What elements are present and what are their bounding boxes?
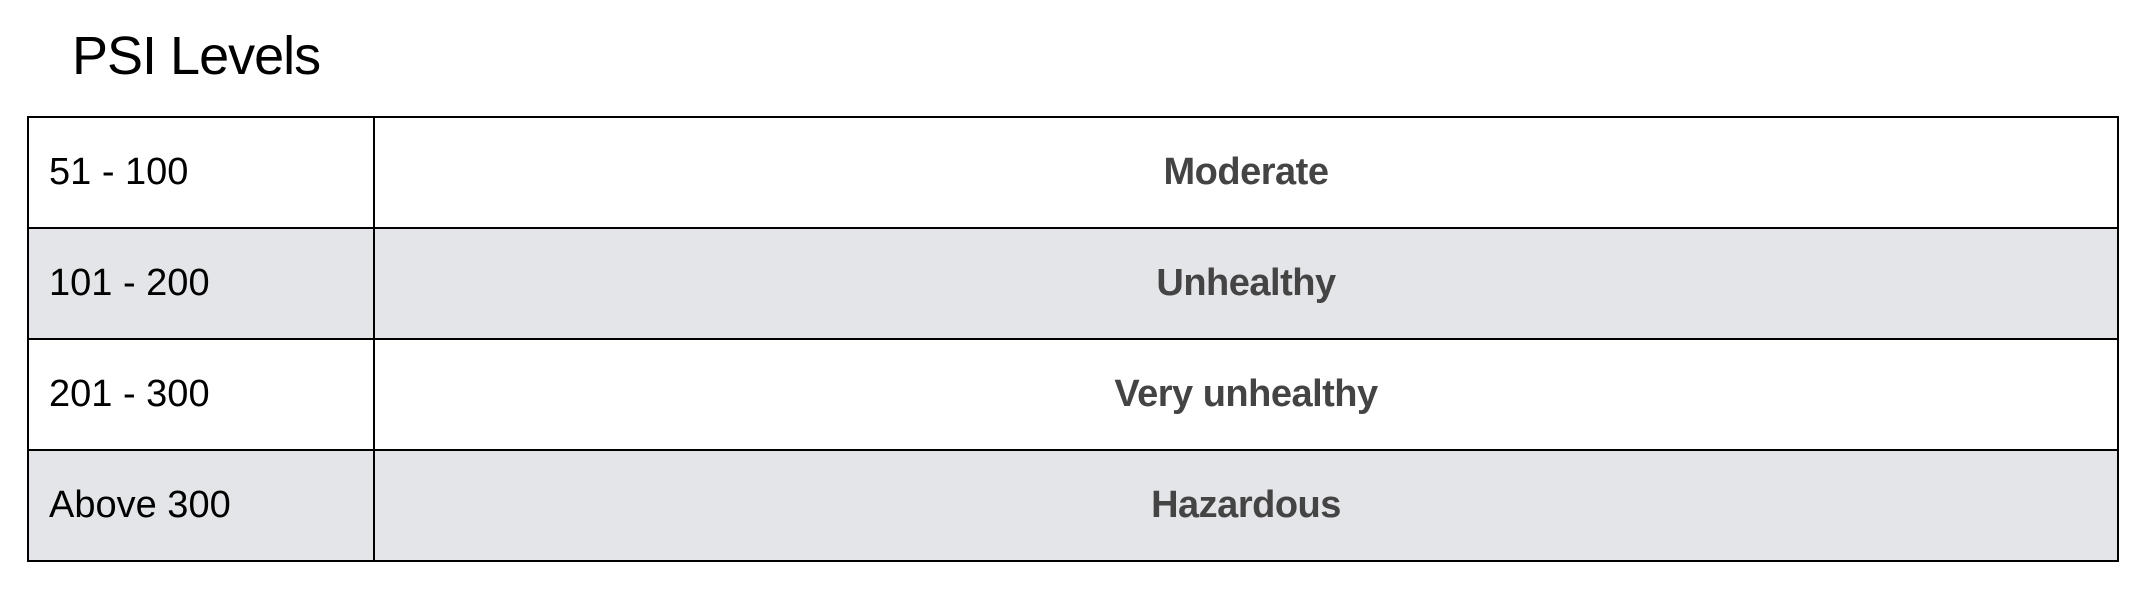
psi-range-cell: 51 - 100 [27, 116, 375, 229]
table-row: 101 - 200 Unhealthy [27, 227, 2119, 340]
table-row: 51 - 100 Moderate [27, 116, 2119, 229]
table-row: 201 - 300 Very unhealthy [27, 338, 2119, 451]
psi-level-cell: Unhealthy [373, 227, 2119, 340]
psi-levels-table: 51 - 100 Moderate 101 - 200 Unhealthy 20… [27, 116, 2119, 562]
psi-range-cell: 201 - 300 [27, 338, 375, 451]
psi-level-cell: Very unhealthy [373, 338, 2119, 451]
table-row: Above 300 Hazardous [27, 449, 2119, 562]
psi-range-cell: Above 300 [27, 449, 375, 562]
page-title: PSI Levels [72, 26, 321, 86]
psi-level-cell: Hazardous [373, 449, 2119, 562]
psi-level-cell: Moderate [373, 116, 2119, 229]
psi-range-cell: 101 - 200 [27, 227, 375, 340]
